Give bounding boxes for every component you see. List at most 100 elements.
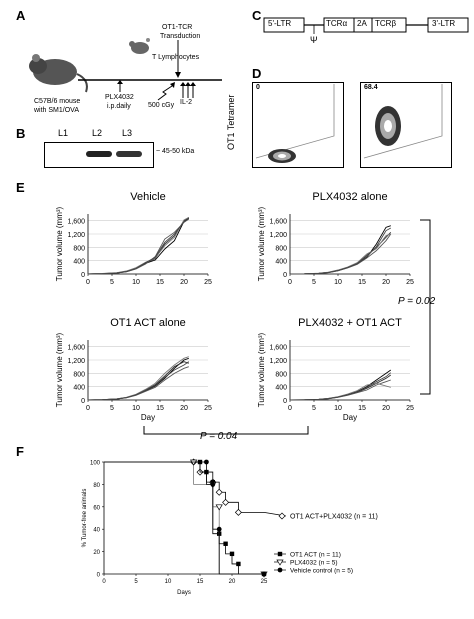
series-line bbox=[104, 461, 264, 575]
y-tick-label: 800 bbox=[73, 371, 85, 378]
series-line bbox=[289, 233, 392, 275]
y-tick-label: 400 bbox=[73, 385, 85, 392]
y-tick-label: 80 bbox=[93, 483, 100, 489]
lane-label-1: L1 bbox=[58, 128, 69, 138]
series-line bbox=[87, 217, 190, 275]
x-tick-label: 15 bbox=[358, 405, 366, 412]
chart-vehicle: Vehicle 0 400 800 1,200 1,600 0 5 10 15 20 25 Tumor … bbox=[55, 191, 212, 286]
flow-value-2: 68.4 bbox=[364, 84, 378, 91]
x-tick-label: 0 bbox=[288, 279, 292, 286]
y-tick-label: 800 bbox=[73, 245, 85, 252]
construct-label-tcrb: TCRβ bbox=[375, 19, 397, 28]
x-axis-label: Day bbox=[141, 413, 155, 422]
construct-label-2a: 2A bbox=[357, 19, 367, 28]
chart-title: OT1 ACT alone bbox=[110, 317, 186, 329]
x-tick-label: 10 bbox=[165, 579, 172, 585]
series-line bbox=[87, 216, 190, 275]
x-tick-label: 0 bbox=[86, 405, 90, 412]
p-value-right: P = 0.02 bbox=[398, 296, 436, 307]
data-point bbox=[204, 459, 209, 465]
y-tick-label: 800 bbox=[275, 371, 287, 378]
x-tick-label: 20 bbox=[180, 279, 188, 286]
blot-band-2 bbox=[86, 151, 112, 157]
series-line bbox=[87, 218, 190, 275]
x-tick-label: 20 bbox=[180, 405, 188, 412]
data-point bbox=[222, 498, 230, 506]
legend-label: OT1 ACT (n = 11) bbox=[290, 552, 341, 559]
y-tick-label: 400 bbox=[275, 259, 287, 266]
y-tick-label: 1,600 bbox=[269, 219, 287, 226]
construct-label-5ltr: 5'-LTR bbox=[268, 19, 292, 28]
radiation-arrow bbox=[157, 85, 173, 101]
ot1-label-2: Transduction bbox=[160, 33, 201, 40]
legend-label: OT1 ACT+PLX4032 (n = 11) bbox=[290, 514, 378, 521]
y-tick-label: 0 bbox=[81, 272, 85, 279]
series-line bbox=[104, 461, 264, 575]
series-line bbox=[289, 225, 391, 275]
chart-plx-ot1: PLX4032 + OT1 ACT 0 400 800 1,200 1,600 0 5 10 15… bbox=[257, 317, 414, 422]
panel-letter-d: D bbox=[252, 66, 262, 81]
y-tick-label: 1,200 bbox=[269, 358, 287, 365]
data-point bbox=[229, 551, 235, 557]
y-tick-label: 20 bbox=[93, 550, 100, 556]
t-lymphocyte-icon bbox=[129, 38, 150, 54]
x-tick-label: 10 bbox=[132, 279, 140, 286]
data-point bbox=[223, 541, 228, 546]
chart-survival: 0 20 40 60 80 100 0 5 10 15 20 25 Days % Tumor-free a… bbox=[82, 458, 378, 596]
series-line bbox=[289, 379, 391, 401]
chart-plx4032: PLX4032 alone 0 400 800 1,200 1,600 0 5 10 15 20 25… bbox=[257, 191, 414, 286]
series-line bbox=[289, 232, 392, 275]
flow-ylabel: OT1 Tetramer bbox=[226, 94, 236, 150]
x-axis-label: Day bbox=[343, 413, 357, 422]
series-line bbox=[104, 461, 264, 513]
panel-letter-e: E bbox=[16, 180, 25, 195]
x-tick-label: 10 bbox=[132, 405, 140, 412]
legend-label: PLX4032 (n = 5) bbox=[290, 560, 338, 567]
flow-plot-1 bbox=[252, 82, 344, 168]
x-tick-label: 5 bbox=[312, 279, 316, 286]
construct-box-tcrb bbox=[371, 17, 407, 33]
data-point bbox=[189, 459, 198, 466]
y-tick-label: 1,200 bbox=[269, 232, 287, 239]
p-bracket-bottom bbox=[143, 426, 309, 435]
x-tick-label: 20 bbox=[382, 279, 390, 286]
construct-box-3ltr bbox=[427, 17, 469, 33]
x-tick-label: 5 bbox=[110, 405, 114, 412]
ot1-label-1: OT1-TCR bbox=[162, 24, 193, 31]
x-tick-label: 25 bbox=[204, 405, 212, 412]
x-tick-label: 5 bbox=[134, 579, 138, 585]
construct-label-tcra: TCRα bbox=[326, 19, 348, 28]
y-axis-label: Tumor volume (mm³) bbox=[55, 332, 64, 407]
x-tick-label: 25 bbox=[406, 279, 414, 286]
panel-letter-c: C bbox=[252, 8, 262, 23]
data-point bbox=[277, 551, 283, 557]
y-tick-label: 1,600 bbox=[67, 219, 85, 226]
y-tick-label: 400 bbox=[73, 259, 85, 266]
blot-band-3 bbox=[116, 151, 142, 157]
x-tick-label: 10 bbox=[334, 279, 342, 286]
series-line bbox=[289, 233, 391, 275]
data-point bbox=[276, 559, 284, 566]
chart-ot1-act: OT1 ACT alone 0 400 800 1,200 1,600 0 5 10 15 20 25… bbox=[55, 317, 212, 422]
y-tick-label: 1,600 bbox=[269, 345, 287, 352]
y-tick-label: 40 bbox=[93, 528, 100, 534]
series-line bbox=[87, 366, 189, 401]
y-tick-label: 1,600 bbox=[67, 345, 85, 352]
y-axis-label: % Tumor-free animals bbox=[82, 489, 88, 548]
x-tick-label: 25 bbox=[406, 405, 414, 412]
x-tick-label: 25 bbox=[261, 579, 268, 585]
data-point bbox=[261, 571, 267, 577]
mouse-label-1: C57B/6 mouse bbox=[34, 98, 81, 105]
x-tick-label: 5 bbox=[312, 405, 316, 412]
x-tick-label: 20 bbox=[229, 579, 236, 585]
x-tick-label: 0 bbox=[86, 279, 90, 286]
legend-label: Vehicle control (n = 5) bbox=[290, 568, 353, 575]
x-tick-label: 15 bbox=[358, 279, 366, 286]
flow-plot-2 bbox=[360, 82, 452, 168]
panel-c-construct bbox=[263, 17, 469, 34]
il2-label: IL-2 bbox=[180, 99, 193, 106]
chart-title: Vehicle bbox=[130, 191, 165, 203]
lane-label-2: L2 bbox=[92, 128, 103, 138]
y-tick-label: 60 bbox=[93, 505, 100, 511]
tlymph-label: T Lymphocytes bbox=[152, 54, 200, 61]
